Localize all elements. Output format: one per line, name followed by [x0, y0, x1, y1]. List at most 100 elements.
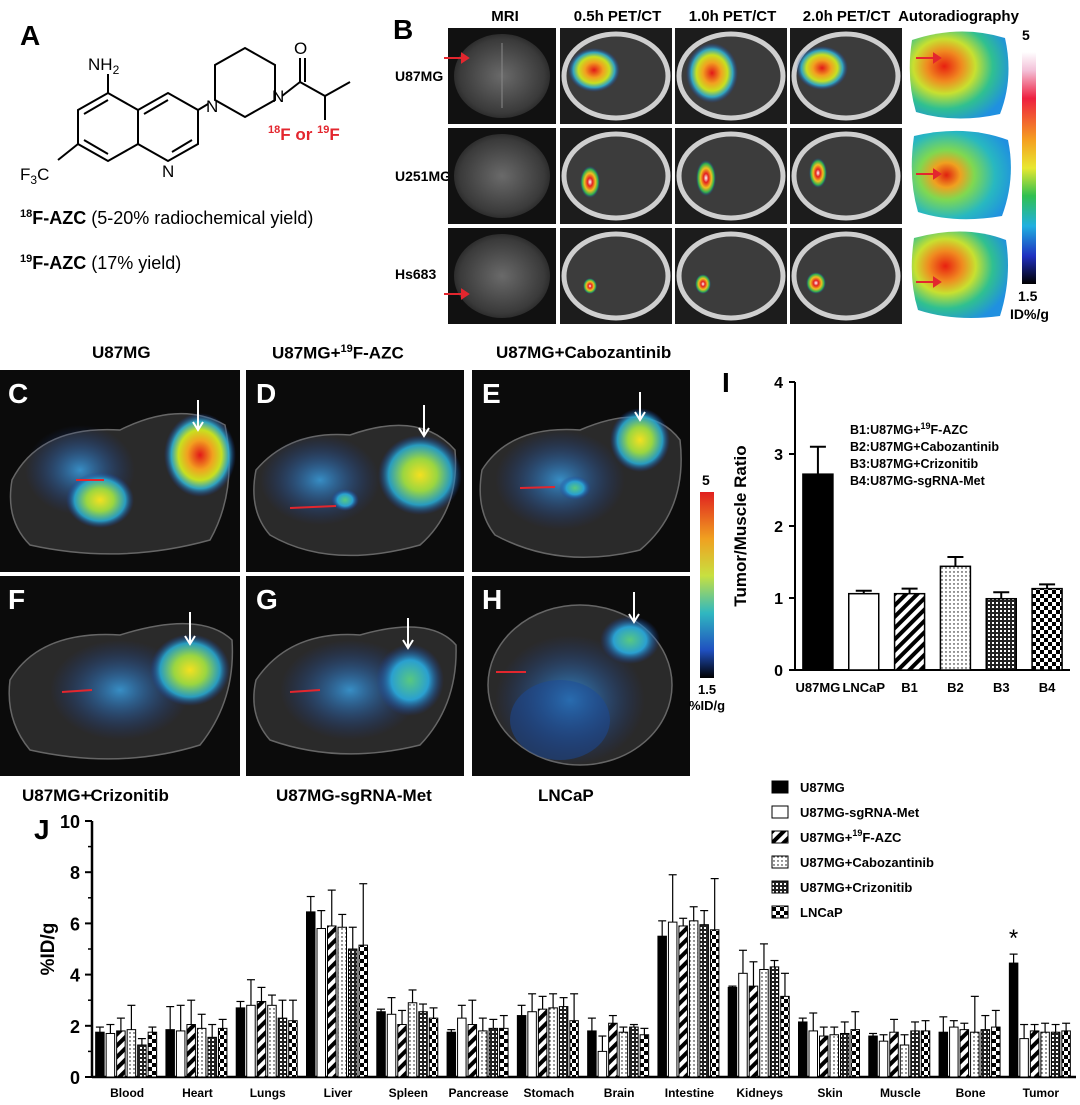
j-bar: [186, 1024, 196, 1078]
title-d: U87MG+19F-AZC: [272, 343, 404, 363]
j-legend-swatch: [771, 830, 789, 844]
row3-images: [448, 228, 1015, 324]
j-bar: [499, 1027, 509, 1078]
j-bar: [1040, 1031, 1050, 1078]
j-bar: [407, 1002, 418, 1078]
j-bar: [137, 1044, 147, 1078]
panel-ch-scale-max: 5: [702, 472, 710, 488]
azc-18f-yield: 18F-AZC (5-20% radiochemical yield): [20, 208, 314, 228]
panel-b-scale-max: 5: [1022, 27, 1030, 43]
panel-b-colorbar: [1022, 52, 1036, 284]
row1-images: [448, 28, 1015, 124]
j-y-tick-label: 4: [70, 966, 80, 986]
j-bar: [920, 1030, 931, 1078]
j-bar: [376, 1011, 386, 1078]
chemical-structure: NH2 N F3C N N O 18F or 19F: [20, 39, 351, 187]
j-x-tick-label: Brain: [604, 1086, 635, 1100]
j-bar: [759, 968, 769, 1078]
panel-i-label: I: [722, 370, 730, 398]
i-x-tick-label: B4: [1039, 680, 1056, 695]
j-legend-swatch: [771, 880, 789, 894]
j-significance-star: *: [1009, 925, 1018, 952]
j-bar: [558, 1006, 569, 1078]
panel-i-legend-b3: B3:U87MG+Crizonitib: [850, 457, 979, 472]
j-bar: [397, 1024, 407, 1078]
j-bar: [727, 986, 738, 1078]
panel-ch-colorbar: [700, 492, 714, 678]
j-legend-label: U87MG+19F-AZC: [800, 828, 902, 845]
j-bar: [478, 1030, 488, 1078]
title-e: U87MG+Cabozantinib: [496, 343, 672, 362]
j-y-axis-label: %ID/g: [38, 923, 59, 976]
i-bar: [802, 473, 834, 671]
i-bar: [1031, 587, 1063, 671]
j-legend-swatch: [771, 855, 789, 869]
j-bar: [959, 1029, 970, 1078]
j-bar: [358, 944, 368, 1078]
i-y-tick-label: 2: [774, 519, 783, 536]
j-bar: [798, 1021, 808, 1078]
ct-pet-panels: [0, 370, 690, 776]
j-bar: [569, 1020, 579, 1078]
panel-ch-scale-unit: %ID/g: [689, 698, 726, 713]
i-y-tick-label: 3: [774, 447, 783, 464]
j-bar: [949, 1026, 959, 1078]
j-bar: [587, 1030, 597, 1078]
piperazine-n2: N: [272, 87, 284, 106]
j-bar: [348, 948, 358, 1078]
panel-j-chart: 0 2 4 6 8 10 %ID/g J Blood Heart Lungs Liver Spleen P…: [34, 780, 1076, 1100]
j-bar: [126, 1029, 137, 1078]
j-bar: [970, 1031, 980, 1078]
j-bar: [428, 1017, 439, 1078]
j-bar: [608, 1022, 618, 1078]
j-bar: [1061, 1030, 1071, 1078]
j-x-tick-label: Intestine: [665, 1086, 715, 1100]
j-bar: [316, 928, 326, 1078]
j-legend-label: U87MG: [800, 780, 845, 795]
j-legend-label: U87MG+Crizonitib: [800, 880, 912, 895]
column-autoradiography: Autoradiography: [898, 8, 1019, 25]
j-bar: [386, 1013, 397, 1078]
carbonyl-o: O: [294, 39, 307, 58]
j-bar: [548, 1007, 558, 1078]
j-x-tick-label: Tumor: [1023, 1086, 1060, 1100]
j-bar: [597, 1050, 608, 1078]
j-bar: [699, 924, 709, 1078]
j-y-tick-label: 2: [70, 1017, 80, 1037]
j-legend-label: U87MG+Cabozantinib: [800, 855, 934, 870]
j-bar: [418, 1011, 428, 1078]
j-bar: [446, 1031, 457, 1078]
j-bar: [657, 935, 667, 1078]
i-x-tick-label: B3: [993, 680, 1010, 695]
title-g: U87MG-sgRNA-Met: [276, 786, 432, 805]
row-u87mg: U87MG: [395, 68, 444, 84]
j-bar: [95, 1031, 105, 1078]
piperazine-n1: N: [206, 97, 218, 116]
j-bar: [991, 1026, 1001, 1078]
j-x-tick-label: Lungs: [250, 1086, 286, 1100]
panel-i-legend-b2: B2:U87MG+Cabozantinib: [850, 440, 999, 455]
title-c: U87MG: [92, 343, 151, 362]
j-bar: [196, 1027, 207, 1078]
j-bar: [829, 1034, 839, 1078]
panel-b-scale-unit: ID%/g: [1010, 306, 1049, 322]
column-pet-20h: 2.0h PET/CT: [802, 8, 891, 25]
j-x-tick-label: Skin: [817, 1086, 842, 1100]
panel-ch-scale-min: 1.5: [698, 682, 717, 697]
j-bar: [808, 1030, 818, 1078]
j-x-tick-label: Blood: [110, 1086, 144, 1100]
i-y-tick-label: 4: [774, 375, 783, 392]
j-x-tick-label: Muscle: [880, 1086, 921, 1100]
j-x-tick-label: Bone: [956, 1086, 986, 1100]
j-y-tick-label: 6: [70, 914, 80, 934]
j-x-tick-label: Spleen: [389, 1086, 428, 1100]
j-y-tick-label: 10: [60, 812, 80, 832]
panel-e-label: E: [482, 378, 501, 409]
column-pet-10h: 1.0h PET/CT: [688, 8, 777, 25]
j-bar: [899, 1044, 910, 1078]
panel-i-legend: B1:U87MG+19F-AZC B2:U87MG+Cabozantinib B…: [850, 418, 999, 490]
j-bar: [175, 1030, 186, 1078]
j-bar: [639, 1034, 650, 1078]
fluorine-label: 18F or 19F: [268, 124, 340, 144]
j-bar: [850, 1029, 860, 1078]
